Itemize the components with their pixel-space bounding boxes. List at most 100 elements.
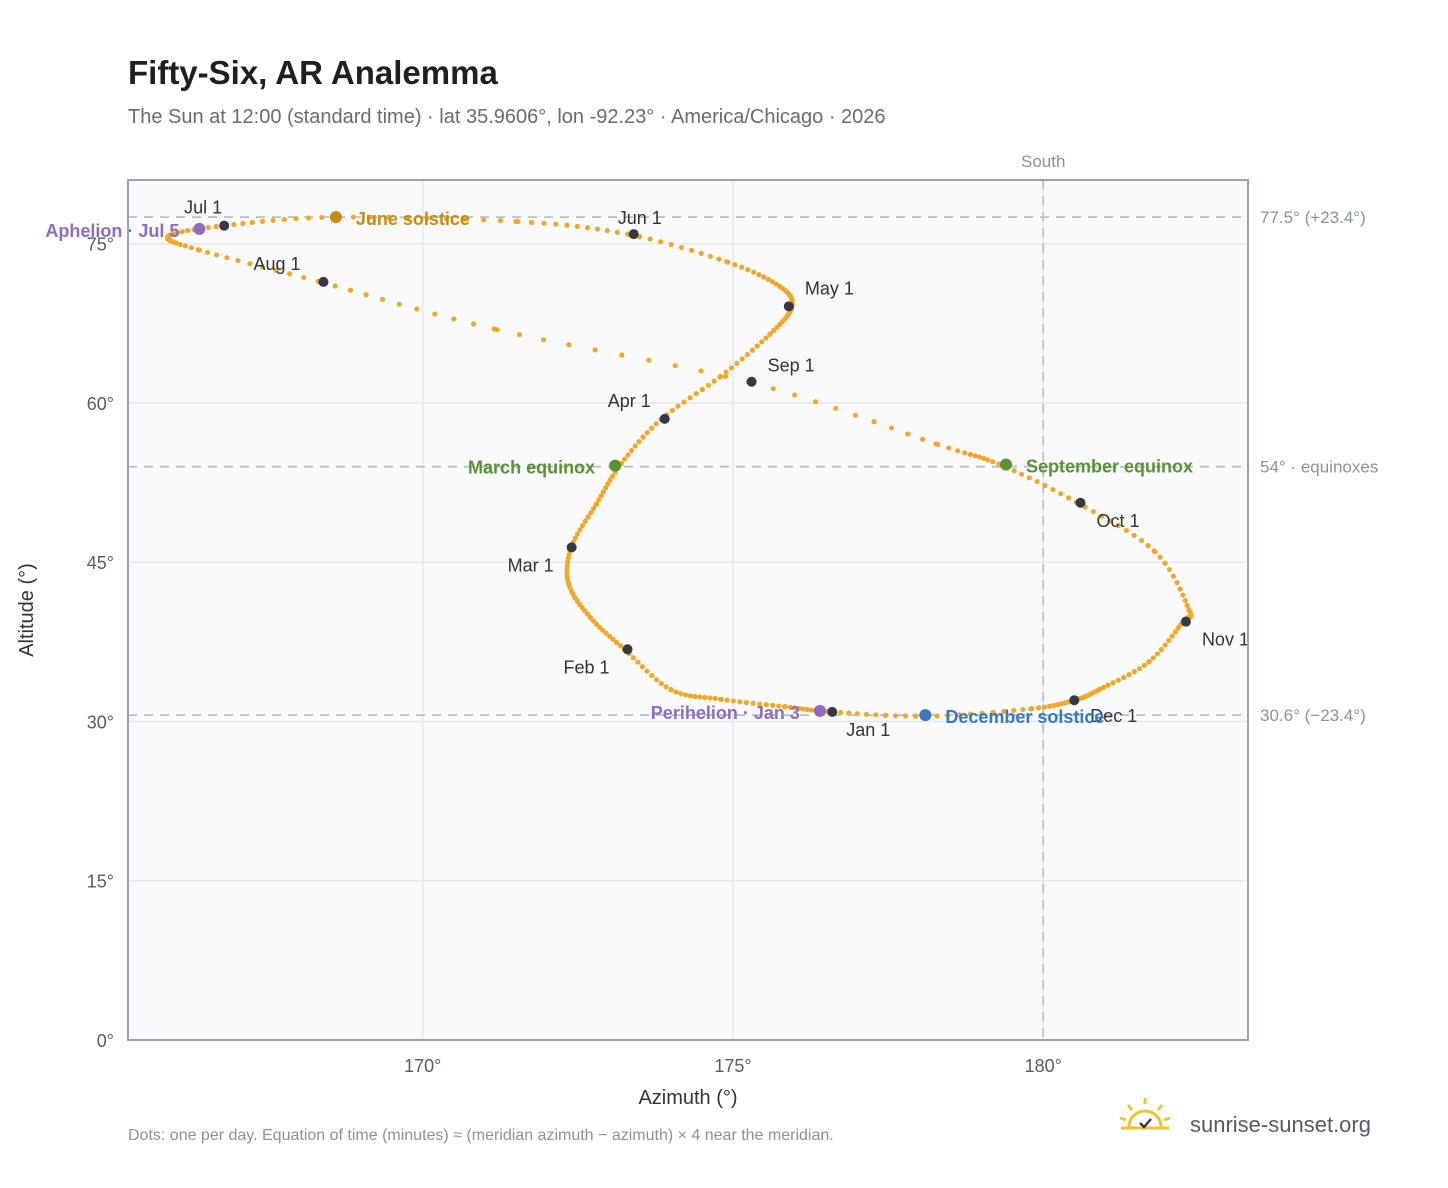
daily-sun-dot <box>347 287 354 293</box>
daily-sun-dot <box>1157 554 1163 560</box>
daily-sun-dot <box>553 221 559 227</box>
daily-sun-dot <box>273 267 279 273</box>
daily-sun-dot <box>692 693 698 700</box>
daily-sun-dot <box>1182 597 1188 604</box>
daily-sun-dot <box>1162 642 1168 648</box>
daily-sun-dot <box>699 386 705 393</box>
daily-sun-dot <box>711 378 717 384</box>
daily-sun-dot <box>687 395 693 401</box>
reference-lines: 77.5° (+23.4°) 54° · equinoxes 30.6° (−23.… <box>128 208 1378 725</box>
daily-sun-dot <box>1158 646 1164 653</box>
daily-sun-dot <box>182 243 188 249</box>
daily-sun-dot <box>771 327 777 334</box>
month-label: Aug 1 <box>253 254 300 274</box>
daily-sun-dot <box>717 373 724 380</box>
daily-sun-dot <box>1011 468 1017 474</box>
month-label: May 1 <box>805 278 854 298</box>
daily-sun-dot <box>566 342 572 348</box>
daily-sun-dot <box>1065 495 1072 501</box>
month-label: Dec 1 <box>1090 706 1137 726</box>
daily-sun-dot <box>707 253 713 259</box>
event-marker <box>609 459 622 472</box>
daily-sun-dot <box>379 296 386 302</box>
daily-sun-dot <box>1150 655 1156 661</box>
daily-sun-dot <box>749 347 756 353</box>
y-tick-label: 45° <box>87 553 114 573</box>
daily-sun-dot <box>235 257 241 264</box>
daily-sun-dot <box>787 704 793 710</box>
event-label: Perihelion · Jan 3 <box>651 703 800 723</box>
daily-sun-dot <box>882 712 889 718</box>
daily-sun-dot <box>609 473 616 479</box>
daily-sun-dot <box>1042 482 1048 489</box>
daily-sun-dot <box>979 710 985 716</box>
daily-sun-dot <box>1041 704 1047 710</box>
month-marker <box>783 301 794 312</box>
daily-sun-dot <box>1115 677 1121 683</box>
daily-sun-dot <box>745 267 751 273</box>
footnote: Dots: one per day. Equation of time (min… <box>128 1127 834 1144</box>
daily-sun-dot <box>396 301 402 307</box>
event-markers: June solstice Aphelion · Jul 5 March equin… <box>45 209 1193 727</box>
daily-sun-dot <box>773 281 779 287</box>
daily-sun-dot <box>734 360 740 366</box>
daily-sun-dot <box>1035 705 1042 711</box>
daily-sun-dot <box>600 489 606 495</box>
daily-sun-dot <box>610 636 616 642</box>
y-tick-label: 30° <box>87 712 114 732</box>
daily-sun-dot <box>1055 702 1061 708</box>
daily-sun-dot <box>683 692 689 698</box>
daily-sun-dot <box>770 386 776 392</box>
daily-sun-dot <box>647 236 653 242</box>
daily-sun-dot <box>644 668 650 674</box>
daily-sun-dot <box>737 699 743 705</box>
y-tick-label: 0° <box>97 1031 114 1051</box>
month-label: Nov 1 <box>1202 630 1249 650</box>
chart-title: Fifty-Six, AR Analemma <box>128 54 498 91</box>
daily-sun-dot <box>1131 669 1138 675</box>
daily-sun-dot <box>1051 702 1057 709</box>
daily-sun-dot <box>1115 522 1121 529</box>
daily-sun-dot <box>675 403 681 409</box>
daily-sun-dot <box>739 264 745 270</box>
daily-sun-dot <box>621 456 628 462</box>
daily-sun-dot <box>513 218 519 225</box>
daily-sun-dot <box>462 216 469 222</box>
daily-sun-dot <box>663 684 669 690</box>
daily-sun-dot <box>698 368 704 374</box>
daily-sun-dot <box>1170 573 1177 579</box>
daily-sun-dot <box>1105 682 1111 688</box>
brand-name: sunrise-sunset.org <box>1190 1112 1371 1137</box>
daily-sun-dot <box>259 264 266 270</box>
axis-ticks: 0° 15° 30° 45° 60° 75° 170° 175° 180° <box>87 235 1062 1076</box>
daily-sun-dot <box>577 527 583 533</box>
month-label: Jun 1 <box>618 208 662 228</box>
daily-sun-dot <box>724 259 730 265</box>
daily-sun-dot <box>962 450 968 456</box>
daily-sun-dot <box>1020 706 1026 713</box>
daily-sun-dot <box>673 689 679 695</box>
daily-sun-dot <box>1019 471 1025 477</box>
daily-sun-dot <box>644 430 650 436</box>
daily-sun-dot <box>892 713 899 719</box>
month-marker <box>746 376 757 387</box>
daily-sun-dot <box>1177 586 1183 592</box>
daily-sun-dot <box>572 535 578 541</box>
month-label: Sep 1 <box>768 356 815 376</box>
month-marker <box>659 413 670 424</box>
daily-sun-dot <box>732 262 738 268</box>
daily-sun-dot <box>763 335 769 341</box>
daily-sun-dot <box>607 477 613 483</box>
daily-sun-dot <box>920 436 926 442</box>
daily-sun-dot <box>214 252 220 258</box>
daily-sun-dot <box>871 419 877 425</box>
daily-sun-dot <box>912 713 919 719</box>
daily-sun-dot <box>432 311 438 317</box>
month-label: Oct 1 <box>1096 511 1139 531</box>
daily-sun-dot <box>812 399 819 405</box>
daily-sun-dot <box>574 223 581 229</box>
daily-sun-dot <box>658 239 664 245</box>
daily-sun-dot <box>281 216 287 223</box>
daily-sun-dot <box>717 696 724 702</box>
